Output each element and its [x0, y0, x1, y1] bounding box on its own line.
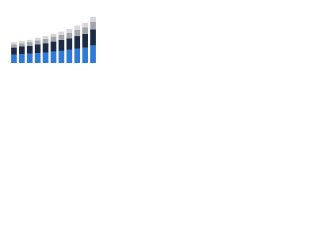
bar-segment	[50, 36, 57, 42]
bar-segment	[58, 34, 65, 40]
bar-segment	[42, 38, 49, 44]
page: {"chart_data": {"type": "stacked-bar", "…	[0, 0, 320, 71]
bar-segment	[11, 42, 17, 45]
bar-segment	[11, 44, 17, 48]
bar-segment	[66, 28, 73, 33]
bar-segment	[66, 49, 73, 63]
bar-segment	[42, 52, 49, 63]
bar-segment	[26, 39, 33, 43]
bar-segment	[66, 38, 73, 50]
bar-segment	[90, 29, 96, 46]
bar-segment	[42, 36, 49, 39]
bar-segment	[11, 54, 17, 63]
bar-segment	[34, 53, 41, 63]
bar-segment	[82, 33, 88, 48]
bar-segment	[50, 51, 57, 63]
chart	[11, 16, 96, 63]
bar-segment	[34, 44, 41, 54]
bar-segment	[74, 25, 81, 30]
bar-segment	[74, 36, 81, 49]
bar-segment	[58, 31, 65, 35]
bar-segment	[66, 32, 73, 39]
bar-segment	[11, 47, 17, 55]
bar-segment	[50, 41, 57, 52]
bar-segment	[42, 43, 49, 53]
bar-segment	[34, 37, 41, 41]
bar-segment	[58, 39, 65, 51]
bar-segment	[19, 43, 25, 47]
bar-segment	[34, 40, 41, 45]
bar-segment	[74, 30, 81, 37]
bar-segment	[50, 33, 57, 37]
bar-segment	[82, 27, 88, 34]
bar-segment	[19, 54, 25, 63]
bar-segment	[82, 22, 88, 28]
bar-segment	[74, 48, 81, 63]
bar-segment	[19, 46, 25, 55]
bar-segment	[26, 42, 33, 46]
bar-segment	[90, 21, 96, 30]
bar-segment	[90, 45, 96, 63]
bar-segment	[82, 47, 88, 63]
bar-segment	[90, 16, 96, 22]
bar-segment	[19, 41, 25, 44]
bar-segment	[58, 50, 65, 63]
bar-segment	[26, 53, 33, 63]
bar-segment	[26, 45, 33, 54]
